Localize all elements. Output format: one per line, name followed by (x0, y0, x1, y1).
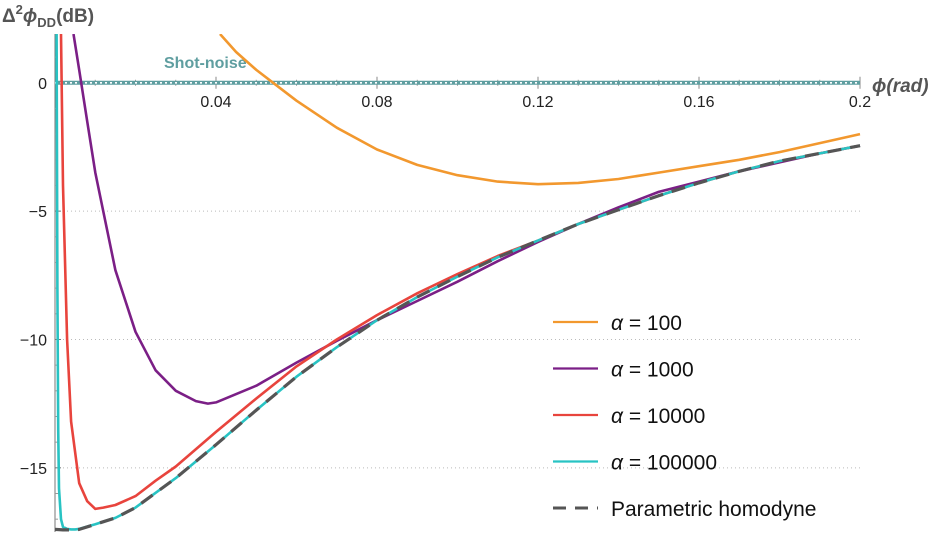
legend-label: α = 100000 (611, 452, 717, 475)
y-title-delta: Δ (2, 6, 16, 27)
legend-label: α = 1000 (611, 359, 694, 382)
legend-value: = 1000 (623, 359, 694, 382)
y-title-sub: DD (37, 15, 56, 30)
legend-label: Parametric homodyne (611, 498, 816, 521)
shot-noise-label: Shot-noise (164, 55, 247, 72)
legend-greek: α (611, 312, 624, 335)
x-tick-label: 0.08 (361, 94, 392, 111)
series-line-4 (55, 144, 861, 532)
y-title-unit: (dB) (56, 6, 94, 27)
x-tick-label: 0.16 (683, 94, 714, 111)
y-tick-label: 0 (38, 76, 47, 93)
series-line-2 (59, 34, 861, 511)
y-ticks: 0 −5 −10 −15 (20, 56, 61, 520)
y-title-sup: 2 (16, 2, 23, 17)
legend-value: = 10000 (623, 405, 705, 428)
x-axis-title: ϕ(rad) (872, 76, 929, 97)
gridlines (55, 210, 860, 469)
legend-label: α = 100 (611, 312, 682, 335)
legend-greek: α (611, 405, 624, 428)
series-lines (55, 34, 861, 532)
x-tick-label: 0.2 (849, 94, 871, 111)
y-tick-label: −5 (29, 204, 47, 221)
legend-label: α = 10000 (611, 405, 705, 428)
y-axis-title: Δ2ϕDD(dB) (2, 2, 94, 30)
x-tick-label: 0.12 (522, 94, 553, 111)
y-tick-label: −10 (20, 332, 47, 349)
legend-greek: α (611, 452, 624, 475)
series-line-1 (72, 34, 861, 405)
series-line-0 (219, 34, 861, 186)
x-tick-label: 0.04 (200, 94, 231, 111)
y-title-phi: ϕ (23, 6, 37, 27)
legend-value: = 100 (623, 312, 682, 335)
legend-greek: α (611, 359, 624, 382)
legend-value: = 100000 (623, 452, 717, 475)
y-tick-label: −15 (20, 461, 47, 478)
